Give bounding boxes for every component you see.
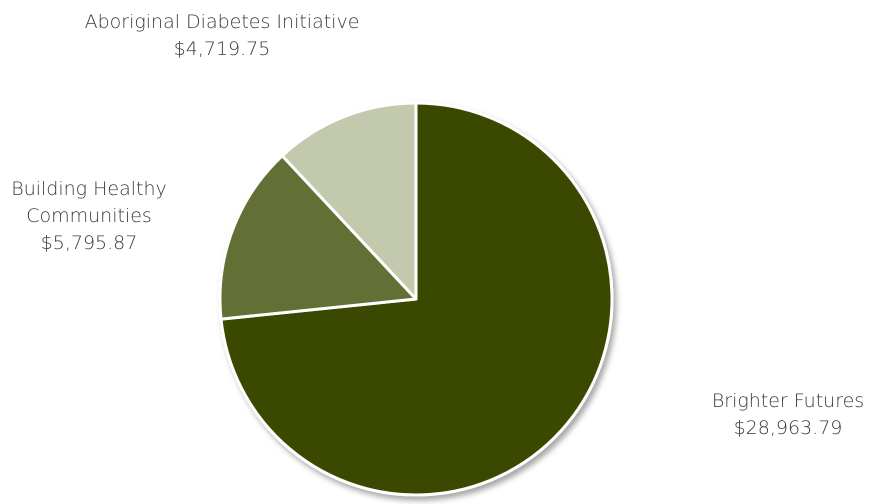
slice-label-line: Building Healthy — [11, 178, 167, 200]
slice-value: $4,719.75 — [173, 38, 271, 60]
pie-slice-aboriginal-diabetes-initiative — [280, 101, 418, 301]
slice-value: $28,963.79 — [733, 417, 843, 439]
slice-label-brighter-futures: Brighter Futures $28,963.79 — [698, 388, 878, 442]
pie-slice-building-healthy-communities — [218, 154, 418, 321]
slice-label-building-healthy-communities: Building Healthy Communities $5,795.87 — [0, 176, 178, 257]
slice-label-line: Brighter Futures — [711, 390, 865, 412]
slice-value: $5,795.87 — [40, 232, 138, 254]
slice-label-line: Aboriginal Diabetes Initiative — [84, 11, 360, 33]
slice-label-line: Communities — [26, 205, 152, 227]
slice-label-aboriginal-diabetes-initiative: Aboriginal Diabetes Initiative $4,719.75 — [62, 9, 382, 63]
